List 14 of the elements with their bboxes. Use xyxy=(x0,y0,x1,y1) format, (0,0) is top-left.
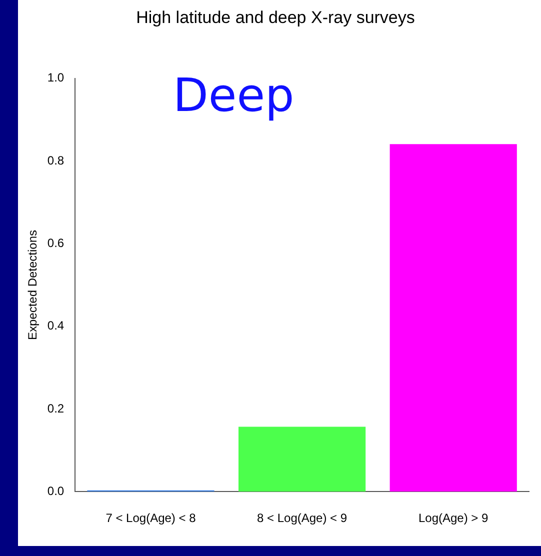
y-tick-label: 0.4 xyxy=(47,318,64,333)
x-tick-label: 7 < Log(Age) < 8 xyxy=(106,511,196,526)
y-tick-label: 0.6 xyxy=(47,236,64,250)
y-tick-label: 1.0 xyxy=(47,70,64,85)
chart-title: High latitude and deep X-ray surveys xyxy=(136,8,415,27)
x-tick-label: 8 < Log(Age) < 9 xyxy=(257,511,348,526)
y-axis-title: Expected Detections xyxy=(26,230,40,340)
x-tick-label: Log(Age) > 9 xyxy=(418,511,489,526)
annotation: Deep xyxy=(173,68,294,122)
y-tick-label: 0.2 xyxy=(47,401,64,416)
bar xyxy=(390,144,517,492)
y-tick-label: 0.0 xyxy=(47,484,64,498)
y-tick-label: 0.8 xyxy=(47,153,64,168)
bar xyxy=(238,426,366,492)
